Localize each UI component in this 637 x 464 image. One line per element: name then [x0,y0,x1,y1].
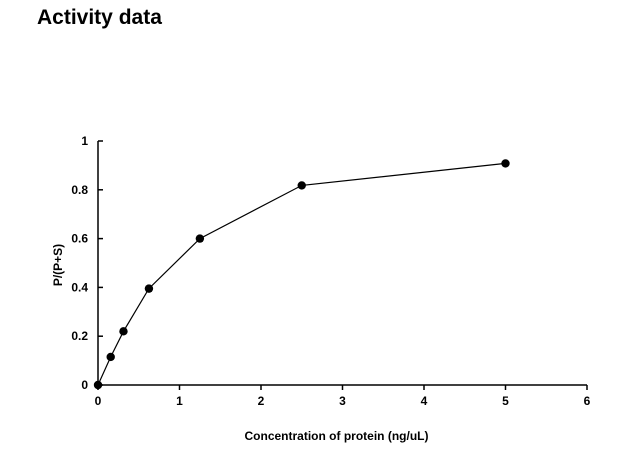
data-point [501,159,510,168]
y-axis-title: P/(P+S) [51,244,65,286]
x-tick-label: 1 [176,394,183,408]
x-tick-label: 3 [339,394,346,408]
x-tick-label: 2 [258,394,265,408]
page-title: Activity data [37,6,162,29]
data-point [144,284,154,293]
x-axis-ticks: 0 1 2 3 4 5 6 [95,385,591,408]
y-tick-label: 0.8 [71,183,88,197]
x-tick-label: 4 [421,394,428,408]
y-tick-label: 0 [81,378,88,392]
y-tick-label: 0.4 [71,280,88,294]
series-line [97,162,506,386]
y-tick-label: 0.2 [71,329,88,343]
x-tick-label: 0 [95,394,102,408]
data-point [93,380,103,390]
data-point [297,181,306,190]
data-point [106,352,115,362]
x-tick-label: 5 [502,394,509,408]
y-tick-label: 1 [81,134,88,148]
x-tick-label: 6 [584,394,591,408]
series-points [93,159,510,390]
chart-axes [97,141,587,386]
x-axis-title: Concentration of protein (ng/uL) [245,429,429,443]
data-point [195,234,205,243]
data-point [119,327,128,336]
y-tick-label: 0.6 [71,232,88,246]
